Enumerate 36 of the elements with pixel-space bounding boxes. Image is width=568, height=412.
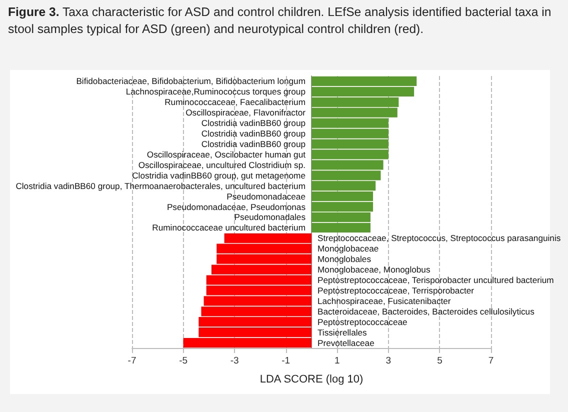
y-tick-label: Clostridia vadinBB60 group — [201, 118, 306, 128]
y-tick-label: Oscillospiraceae, uncultured Clostridium sp. — [138, 160, 306, 170]
y-tick-label: Pseudomonadaceae, Pseudomonas — [166, 202, 306, 212]
y-tick-label: Clostridia vadinBB60 group — [201, 139, 306, 149]
y-tick-label: Streptococcaceae, Streptococcus, Streptococcus parasanguinis — [318, 233, 561, 244]
y-tick-label: Prevotellaceae — [318, 338, 375, 348]
x-tick-label: -5 — [179, 356, 188, 366]
x-tick-label: 1 — [334, 356, 340, 366]
y-tick-label: Pseudomonadaceae — [226, 191, 306, 202]
x-tick-label: 3 — [386, 356, 392, 366]
y-tick-label: Bacteroidaceae, Bacteroides, Bacteroides cellulosilyticus — [318, 306, 534, 316]
y-tick-label: Bifidobacteriaceae, Bifidobacterium, Bifidobacterium longum — [76, 76, 306, 86]
y-tick-label: Monoglobales — [318, 254, 372, 264]
chart-title: Figure 3. Taxa characteristic for ASD and control children. LEfSe analysis identified bacterial taxa in stool samples typical for ASD (green) and neurotypical control children (red). — [8, 4, 552, 38]
y-tick-label: Peptostreptococcaceae, Terisporobacter uncultured bacterium — [318, 275, 554, 285]
x-tick-label: -1 — [282, 356, 290, 366]
y-tick-label: Peptostreptococcaceae — [318, 316, 408, 327]
y-tick-label: Clostridia vadinBB60 group, gut metagenome — [132, 170, 306, 180]
y-tick-label: Tissierellales — [318, 327, 367, 338]
y-tick-label: Ruminococcaceae, Faecalibacterium — [164, 97, 306, 108]
y-tick-label: Clostridia vadinBB60 group, Thermoanaerobacterales, uncultured bacterium — [16, 180, 306, 191]
y-tick-label: Monoglobaceae, Monoglobus — [318, 264, 430, 275]
y-tick-label: Peptostreptococcaceae, Terrisporobacter — [318, 285, 474, 296]
x-tick-label: -7 — [128, 356, 136, 366]
y-tick-label: Pseudomonadales — [234, 212, 306, 222]
y-tick-label: Ruminococcaceae uncultured bacterium — [152, 222, 306, 233]
y-tick-label: Lachnospiraceae,Ruminococcus torques group — [126, 86, 306, 97]
y-tick-label: Clostridia vadinBB60 group — [201, 128, 306, 139]
y-tick-label: Monoglobaceae — [318, 244, 379, 254]
x-tick-label: -3 — [230, 356, 239, 366]
y-tick-label: Oscillospiraceae, Oscilobacter human gut — [146, 149, 306, 160]
x-tick-label: 7 — [488, 356, 494, 366]
x-axis-title: LDA SCORE (log 10) — [260, 374, 364, 386]
x-tick-label: 5 — [437, 356, 442, 366]
y-tick-label: Lachnospiraceae, Fusicatenibacter — [318, 296, 451, 306]
y-tick-label: Oscillospiraceae, Flavonifractor — [186, 108, 306, 118]
